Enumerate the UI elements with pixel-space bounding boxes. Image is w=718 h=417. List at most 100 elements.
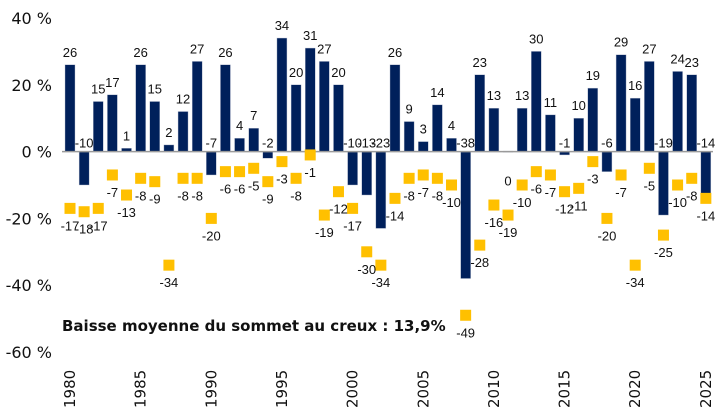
bar-label-1982: 15	[91, 82, 105, 97]
marker-2019	[615, 169, 627, 181]
bar-1994	[262, 151, 274, 159]
bar-1995	[276, 37, 288, 152]
bar-label-1985: 26	[133, 45, 147, 60]
marker-label-2017: -3	[587, 172, 599, 187]
bar-1998	[319, 61, 330, 152]
bar-2002	[375, 151, 387, 229]
x-tick-label: 1995	[273, 370, 291, 408]
bar-label-2010: 13	[487, 88, 501, 103]
bar-1990	[206, 151, 217, 176]
marker-2014	[544, 169, 556, 181]
marker-2025	[700, 192, 712, 204]
bar-label-2002: -23	[371, 136, 390, 151]
marker-label-2025: -14	[696, 208, 715, 223]
y-tick-label: -60 %	[6, 343, 52, 362]
marker-2006	[431, 172, 443, 184]
bar-1985	[135, 64, 146, 152]
marker-label-2018: -20	[598, 228, 617, 243]
marker-2003	[389, 192, 401, 204]
bar-label-2020: 16	[628, 78, 642, 93]
bar-label-1999: 20	[331, 65, 345, 80]
bar-2025	[700, 151, 712, 199]
bar-2005	[418, 141, 429, 152]
bar-2023	[672, 71, 683, 152]
marker-1985	[135, 172, 147, 184]
bar-label-1981: -10	[75, 136, 94, 151]
marker-label-1991: -6	[220, 182, 232, 197]
marker-label-2008: -49	[456, 325, 475, 340]
bar-2001	[361, 151, 372, 196]
marker-label-2021: -5	[644, 178, 656, 193]
marker-2012	[516, 179, 528, 191]
bar-2018	[601, 151, 613, 172]
marker-label-2004: -8	[403, 188, 415, 203]
bar-label-2007: 4	[448, 118, 455, 133]
bar-label-1991: 26	[218, 45, 232, 60]
bar-2008	[460, 151, 471, 279]
bar-2009	[474, 74, 485, 152]
marker-1990	[205, 212, 217, 224]
bar-2019	[615, 54, 627, 152]
bar-label-1984: 1	[123, 128, 130, 143]
bar-2003	[389, 64, 401, 152]
y-tick-label: 40 %	[11, 9, 52, 28]
marker-label-2003: -14	[386, 208, 405, 223]
bar-2010	[488, 107, 500, 152]
bar-1987	[163, 144, 175, 152]
marker-1981	[78, 206, 90, 218]
marker-label-2002: -34	[371, 275, 390, 290]
marker-label-2006: -8	[432, 188, 444, 203]
x-tick-label: 2020	[626, 370, 644, 408]
marker-1995	[276, 156, 288, 168]
bar-label-2004: 9	[406, 102, 413, 117]
bar-label-2005: 3	[420, 122, 427, 137]
bar-label-1987: 2	[165, 125, 172, 140]
marker-2009	[474, 239, 486, 251]
bar-1986	[149, 101, 160, 152]
bar-1982	[93, 101, 104, 152]
marker-label-1983: -7	[107, 185, 119, 200]
marker-2010	[488, 199, 500, 211]
bar-label-2022: -19	[654, 136, 673, 151]
marker-label-1980: -17	[61, 218, 80, 233]
marker-1993	[248, 162, 260, 174]
marker-label-1982: -17	[89, 218, 108, 233]
marker-2008	[460, 309, 472, 321]
bar-label-2023: 24	[670, 51, 684, 66]
marker-label-1998: -19	[315, 225, 334, 240]
bar-1999	[333, 84, 344, 152]
marker-label-1987: -34	[160, 275, 179, 290]
marker-label-1985: -8	[135, 188, 147, 203]
bar-label-2001: -13	[357, 136, 376, 151]
y-tick-label: -20 %	[6, 209, 52, 228]
marker-2017	[587, 156, 599, 168]
bar-label-1996: 20	[289, 65, 303, 80]
marker-1980	[64, 202, 76, 214]
x-tick-label: 2005	[414, 370, 432, 408]
x-tick-label: 1985	[132, 370, 150, 408]
marker-label-1996: -8	[290, 188, 302, 203]
marker-1984	[121, 189, 133, 201]
bar-label-2006: 14	[430, 85, 444, 100]
bar-1991	[220, 64, 231, 152]
bar-2006	[432, 104, 443, 152]
bar-1997	[305, 47, 316, 152]
bar-2012	[516, 107, 528, 152]
bar-1988	[177, 111, 189, 152]
x-tick-label: 1990	[202, 370, 220, 408]
bar-label-2025: -14	[696, 136, 715, 151]
bar-label-2017: 19	[586, 68, 600, 83]
marker-label-1986: -9	[149, 192, 161, 207]
bar-1989	[191, 61, 203, 152]
marker-label-1997: -1	[304, 165, 316, 180]
marker-1987	[163, 259, 175, 271]
marker-2013	[530, 166, 542, 178]
bar-label-1994: -2	[262, 136, 274, 151]
marker-data-labels: -17-18-17-7-13-8 -9-34-8 -8-20-6 -6 -5-9-3-8…	[61, 165, 716, 340]
marker-2005	[417, 169, 429, 181]
bar-1983	[107, 94, 118, 152]
marker-2002	[375, 259, 387, 271]
bar-label-1995: 34	[275, 18, 289, 33]
bar-label-2003: 26	[388, 45, 402, 60]
